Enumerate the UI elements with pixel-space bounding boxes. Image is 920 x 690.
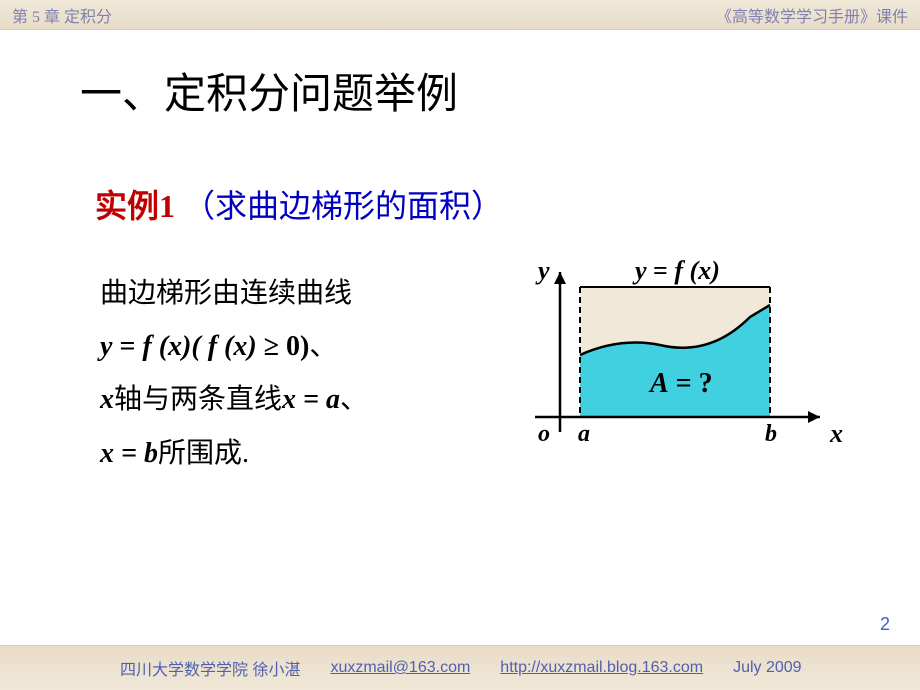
page-number: 2 xyxy=(880,614,890,635)
text-block: 曲边梯形由连续曲线 y = f (x)( f (x) ≥ 0)、 x轴与两条直线… xyxy=(100,267,500,480)
footer-blog[interactable]: http://xuxzmail.blog.163.com xyxy=(500,659,703,677)
slide: 第 5 章 定积分 《高等数学学习手册》课件 一、定积分问题举例 实例1 （求曲… xyxy=(0,0,920,690)
header-bar: 第 5 章 定积分 《高等数学学习手册》课件 xyxy=(0,0,920,30)
example-description: （求曲边梯形的面积） xyxy=(183,188,503,224)
area-label: A = ? xyxy=(648,368,713,399)
chapter-label: 第 5 章 定积分 xyxy=(12,3,112,27)
example-heading: 实例1 （求曲边梯形的面积） xyxy=(95,181,920,227)
content-row: 曲边梯形由连续曲线 y = f (x)( f (x) ≥ 0)、 x轴与两条直线… xyxy=(0,267,920,480)
footer-date: July 2009 xyxy=(733,659,802,677)
y-label: y xyxy=(535,257,550,285)
main-content: 一、定积分问题举例 实例1 （求曲边梯形的面积） 曲边梯形由连续曲线 y = f… xyxy=(0,30,920,645)
footer-org: 四川大学数学学院 徐小湛 xyxy=(120,656,300,680)
chart-svg: y x o a b y = f (x) A = ? xyxy=(520,257,860,467)
line-2-formula: y = f (x)( f (x) ≥ 0)、 xyxy=(100,320,500,373)
curve-label: y = f (x) xyxy=(632,257,720,285)
line-1: 曲边梯形由连续曲线 xyxy=(100,267,500,320)
footer-email[interactable]: xuxzmail@163.com xyxy=(330,659,470,677)
a-label: a xyxy=(578,421,590,447)
origin-label: o xyxy=(538,421,550,447)
footer-bar: 四川大学数学学院 徐小湛 xuxzmail@163.com http://xux… xyxy=(0,645,920,690)
x-label: x xyxy=(829,419,843,448)
section-title: 一、定积分问题举例 xyxy=(80,60,920,121)
b-label: b xyxy=(765,421,777,447)
y-arrow xyxy=(554,272,566,284)
example-number: 实例1 xyxy=(95,188,175,224)
diagram: y x o a b y = f (x) A = ? xyxy=(520,257,860,457)
line-3: x轴与两条直线x = a、 xyxy=(100,373,500,426)
x-arrow xyxy=(808,411,820,423)
book-label: 《高等数学学习手册》课件 xyxy=(716,3,908,27)
line-4: x = b所围成. xyxy=(100,427,500,480)
